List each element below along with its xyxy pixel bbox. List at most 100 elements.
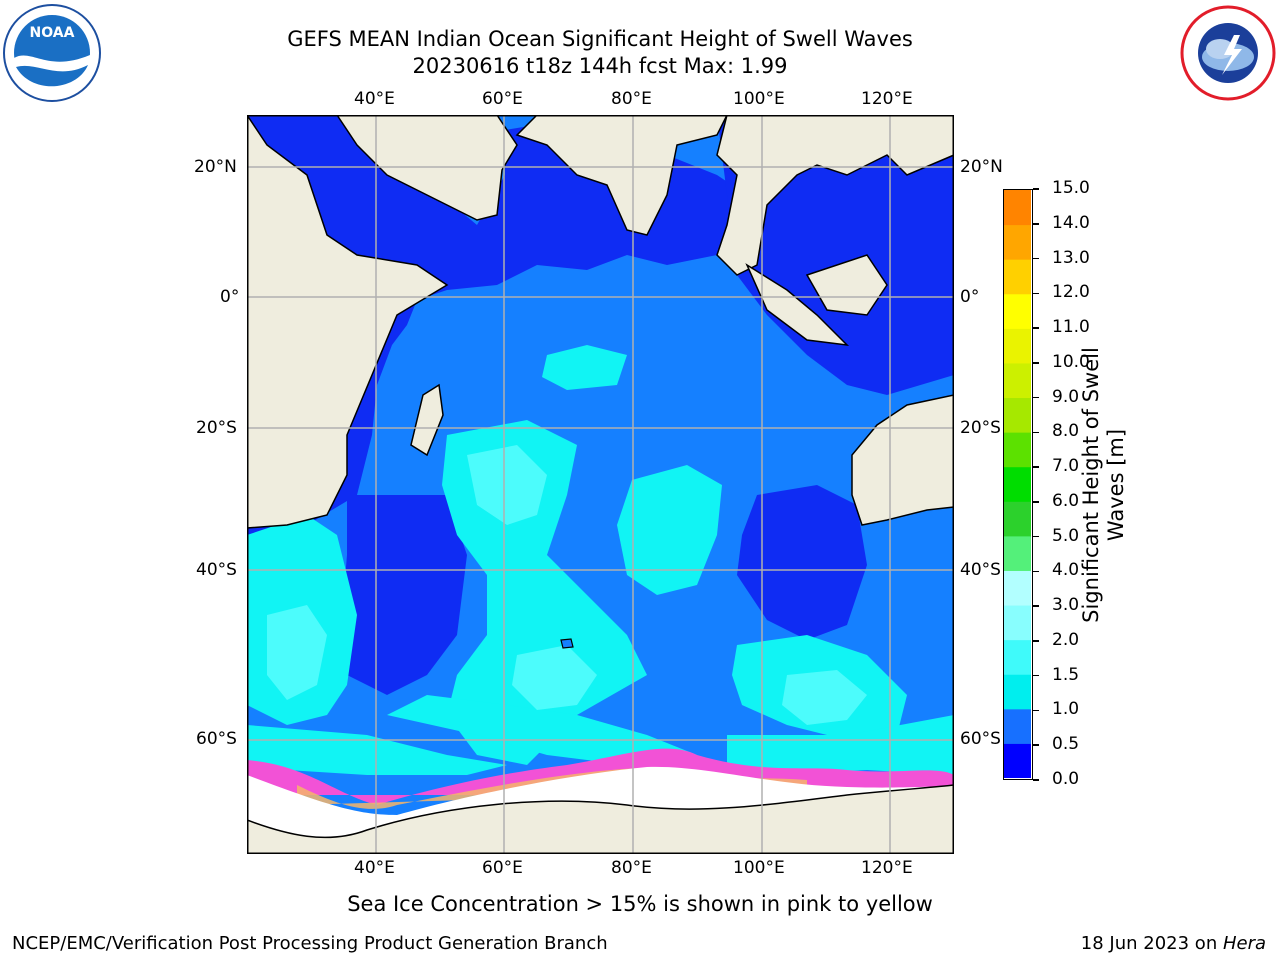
colorbar-tick-mark xyxy=(1033,396,1039,399)
colorbar-tick-label: 9.0 xyxy=(1052,386,1080,407)
colorbar-tick-label: 14.0 xyxy=(1052,212,1090,233)
colorbar-tick-label: 4.0 xyxy=(1052,560,1080,581)
colorbar-tick-label: 11.0 xyxy=(1052,317,1090,338)
graticule xyxy=(247,115,954,854)
lat-tick-left: 20°S xyxy=(196,418,237,438)
colorbar-band xyxy=(1004,362,1031,399)
colorbar-label-line2: Waves [m] xyxy=(1104,428,1128,542)
lat-tick-right: 40°S xyxy=(960,560,1001,580)
colorbar xyxy=(1003,189,1033,780)
colorbar-tick-label: 6.0 xyxy=(1052,490,1080,511)
colorbar-tick-label: 13.0 xyxy=(1052,247,1090,268)
colorbar-tick-mark xyxy=(1033,605,1039,607)
colorbar-band xyxy=(1004,293,1031,329)
colorbar-tick-label: 8.0 xyxy=(1052,421,1080,442)
colorbar-band xyxy=(1004,224,1031,260)
colorbar-tick-label: 2.0 xyxy=(1052,629,1080,650)
lon-tick-bottom: 120°E xyxy=(861,858,913,878)
noaa-logo: NOAA xyxy=(2,3,102,103)
kerguelen-island xyxy=(560,638,574,649)
colorbar-tick-mark xyxy=(1033,501,1039,503)
sumatra-land xyxy=(745,263,850,347)
colorbar-tick-label: 0.0 xyxy=(1052,769,1080,789)
map-panel xyxy=(247,115,954,854)
lon-tick-bottom: 80°E xyxy=(611,858,652,878)
lon-tick-top: 120°E xyxy=(861,89,913,109)
lat-tick-left: 0° xyxy=(220,287,240,307)
svg-text:NOAA: NOAA xyxy=(30,25,75,41)
colorbar-tick-mark xyxy=(1033,292,1039,295)
colorbar-tick-mark xyxy=(1033,431,1039,434)
lon-tick-top: 80°E xyxy=(611,89,652,109)
colorbar-tick-label: 15.0 xyxy=(1052,178,1090,198)
colorbar-band xyxy=(1004,535,1031,571)
colorbar-tick-mark xyxy=(1033,257,1039,260)
nws-logo xyxy=(1178,5,1278,101)
colorbar-band xyxy=(1004,466,1031,502)
colorbar-tick-mark xyxy=(1033,640,1039,642)
india-land xyxy=(515,115,728,236)
chart-title: GEFS MEAN Indian Ocean Significant Heigh… xyxy=(287,27,913,51)
se-asia-land xyxy=(716,115,954,276)
colorbar-band xyxy=(1004,674,1031,710)
branch-credit: NCEP/EMC/Verification Post Processing Pr… xyxy=(12,933,608,954)
colorbar-tick-mark xyxy=(1033,709,1039,712)
colorbar-band xyxy=(1004,190,1031,226)
lat-tick-right: 20°N xyxy=(960,157,1003,177)
colorbar-tick-mark xyxy=(1033,223,1039,225)
top-swell-patches xyxy=(267,445,867,725)
colorbar-tick-mark xyxy=(1033,327,1039,329)
colorbar-band xyxy=(1004,639,1031,675)
lon-tick-bottom: 100°E xyxy=(733,858,785,878)
colorbar-band xyxy=(1004,328,1031,364)
lat-tick-left: 20°N xyxy=(194,157,237,177)
colorbar-band xyxy=(1004,605,1031,641)
colorbar-band xyxy=(1004,743,1031,778)
map-frame xyxy=(247,115,954,854)
colorbar-tick-label: 0.5 xyxy=(1052,734,1080,755)
africa-land xyxy=(247,115,449,529)
date-text: 18 Jun 2023 on xyxy=(1080,933,1223,954)
colorbar-band xyxy=(1004,432,1031,468)
colorbar-tick-label: 5.0 xyxy=(1052,525,1080,546)
colorbar-tick-label: 3.0 xyxy=(1052,595,1080,616)
colorbar-tick-mark xyxy=(1033,674,1039,677)
colorbar-tick-label: 7.0 xyxy=(1052,456,1080,477)
colorbar-label-line1: Significant Height of Swell xyxy=(1079,347,1103,623)
colorbar-band xyxy=(1004,570,1031,606)
colorbar-tick-mark xyxy=(1033,744,1039,746)
colorbar-tick-label: 10.0 xyxy=(1052,351,1090,372)
lat-tick-right: 60°S xyxy=(960,729,1001,749)
lon-tick-top: 40°E xyxy=(354,89,395,109)
colorbar-tick-mark xyxy=(1033,188,1039,190)
lon-tick-bottom: 60°E xyxy=(482,858,523,878)
machine-name: Hera xyxy=(1222,933,1266,954)
colorbar-band xyxy=(1004,259,1031,295)
lat-tick-left: 40°S xyxy=(196,560,237,580)
sea-ice-note: Sea Ice Concentration > 15% is shown in … xyxy=(347,892,933,916)
date-credit: 18 Jun 2023 on Hera xyxy=(1081,933,1266,954)
lat-tick-left: 60°S xyxy=(196,729,237,749)
colorbar-bands xyxy=(1004,190,1031,778)
colorbar-band xyxy=(1004,708,1031,744)
colorbar-tick-label: 12.0 xyxy=(1052,282,1090,303)
colorbar-tick-mark xyxy=(1033,362,1039,364)
map-svg xyxy=(247,115,954,854)
colorbar-tick-label: 1.5 xyxy=(1052,664,1080,685)
madagascar-land xyxy=(410,383,444,457)
colorbar-band xyxy=(1004,397,1031,433)
lon-tick-top: 60°E xyxy=(482,89,523,109)
colorbar-tick-mark xyxy=(1033,570,1039,573)
chart-subtitle: 20230616 t18z 144h fcst Max: 1.99 xyxy=(412,54,788,78)
colorbar-tick-mark xyxy=(1033,779,1039,781)
borneo-land xyxy=(805,254,888,316)
colorbar-tick-mark xyxy=(1033,466,1039,468)
lat-tick-right: 20°S xyxy=(960,418,1001,438)
colorbar-tick-mark xyxy=(1033,535,1039,538)
antarctica-land xyxy=(247,784,954,854)
colorbar-tick-label: 1.0 xyxy=(1052,699,1080,720)
colorbar-ticks: 15.0 14.0 13.0 12.0 11.0 10.0 9.0 8.0 7.0 6.0 5.0 4… xyxy=(1033,180,1093,788)
lon-tick-bottom: 40°E xyxy=(354,858,395,878)
lat-tick-right: 0° xyxy=(960,287,980,307)
lon-tick-top: 100°E xyxy=(733,89,785,109)
